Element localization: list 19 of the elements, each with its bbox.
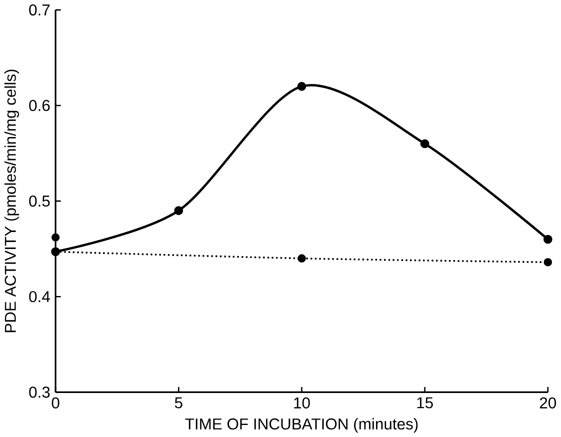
x-tick-label: 5 [174, 397, 182, 408]
x-tick-label: 20 [540, 397, 556, 408]
x-tick-label: 15 [417, 397, 433, 408]
point [544, 258, 552, 266]
point [174, 206, 184, 216]
y-tick-label: 0.6 [29, 100, 50, 112]
x-tick-label: 10 [294, 397, 310, 408]
point [52, 233, 60, 242]
x-tick-label: 0 [52, 397, 60, 408]
y-tick-label: 0.7 [29, 4, 50, 16]
point [297, 82, 306, 91]
y-tick-label: 0.5 [29, 196, 50, 207]
point [298, 254, 306, 263]
y-tick-label: 0.3 [29, 386, 50, 398]
x-axis-title: TIME OF INCUBATION (minutes) [185, 418, 418, 433]
y-tick-label: 0.4 [29, 291, 50, 302]
y-axis-title: PDE ACTIVITY (pmoles/min/mg cells) [4, 70, 20, 332]
point [420, 139, 430, 148]
point [543, 234, 552, 244]
